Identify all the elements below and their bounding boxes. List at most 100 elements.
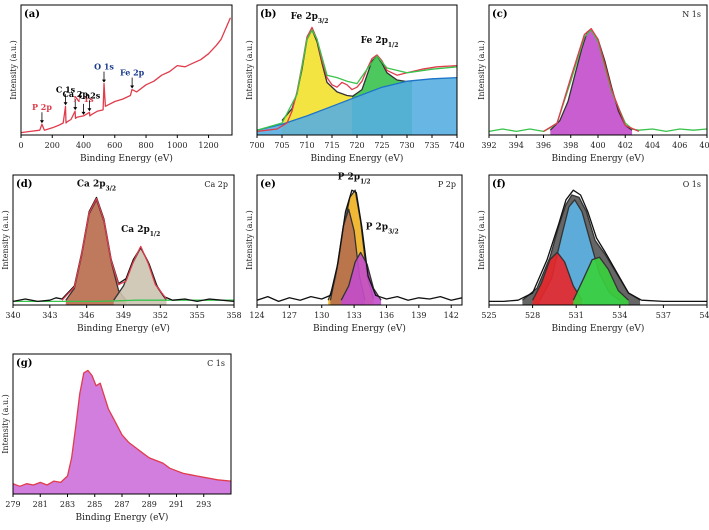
x-tick-label: 1000 — [167, 141, 187, 150]
plot-area — [489, 189, 707, 305]
panel-label: (a) — [24, 9, 40, 20]
x-tick-label: 705 — [274, 141, 289, 150]
panel-title: P 2p — [438, 180, 456, 189]
x-tick-label: 528 — [525, 311, 540, 320]
x-tick-label: 408 — [699, 141, 709, 150]
x-axis-label: Binding Energy (eV) — [552, 153, 645, 164]
peak-label: Ca 2p3/2 — [77, 180, 116, 193]
x-tick-label: 1200 — [198, 141, 218, 150]
x-tick-label: 142 — [444, 311, 459, 320]
x-tick-label: 396 — [536, 141, 551, 150]
peak-label: Ca 2p1/2 — [121, 225, 160, 238]
series-0-area — [550, 29, 633, 135]
x-tick-label: 394 — [509, 141, 524, 150]
series-3-area — [573, 257, 629, 305]
peak-arrow — [87, 108, 92, 112]
panel-title: O 1s — [683, 180, 701, 189]
x-tick-label: 715 — [324, 141, 339, 150]
x-tick-label: 124 — [249, 311, 264, 320]
x-tick-label: 406 — [672, 141, 687, 150]
y-axis-label: Intensity (a.u.) — [9, 40, 18, 100]
x-tick-label: 346 — [79, 311, 94, 320]
x-tick-label: 352 — [153, 311, 168, 320]
x-tick-label: 398 — [563, 141, 578, 150]
panel-g-c-1s: 279 281 283 285 287 289 291 293 Binding Energy (… — [1, 353, 232, 523]
x-tick-label: 287 — [114, 500, 129, 509]
x-tick-label: 404 — [645, 141, 660, 150]
x-tick-label: 710 — [299, 141, 314, 150]
x-tick-label: 600 — [107, 141, 122, 150]
peak-label: Fe 2p3/2 — [291, 12, 329, 25]
x-tick-label: 133 — [346, 311, 361, 320]
x-tick-label: 400 — [590, 141, 605, 150]
series-4-line — [257, 29, 457, 131]
x-tick-label: 355 — [190, 311, 205, 320]
x-tick-label: 136 — [379, 311, 394, 320]
x-axis-label: Binding Energy (eV) — [313, 323, 406, 334]
x-tick-label: 200 — [45, 141, 60, 150]
peak-arrow — [39, 120, 44, 124]
x-tick-label: 293 — [196, 500, 211, 509]
plot-frame — [488, 174, 708, 306]
series-4-line — [489, 189, 707, 303]
x-tick-label: 540 — [699, 311, 709, 320]
panel-title: C 1s — [207, 359, 225, 368]
x-axis-label: Binding Energy (eV) — [80, 153, 173, 164]
x-tick-label: 725 — [374, 141, 389, 150]
panel-d-ca-2p: 340 343 346 349 352 355 358 Binding Energy (eV)… — [1, 174, 242, 334]
x-tick-label: 281 — [33, 500, 48, 509]
series-2-line — [13, 299, 234, 303]
x-tick-label: 720 — [349, 141, 364, 150]
panel-label: (g) — [16, 358, 32, 369]
x-tick-label: 285 — [87, 500, 102, 509]
panel-label: (d) — [16, 179, 32, 190]
series-2-line — [257, 76, 457, 131]
series-1-area — [113, 247, 167, 305]
peak-label: P 2p1/2 — [338, 172, 371, 185]
panel-e-p-2p: 124 127 130 133 136 139 142 Binding Energy (eV)… — [245, 172, 463, 334]
x-tick-label: 735 — [424, 141, 439, 150]
x-tick-label: 531 — [569, 311, 584, 320]
series-2-area — [257, 77, 457, 135]
peak-arrow — [81, 111, 86, 115]
panel-title: Ca 2p — [204, 180, 228, 189]
x-tick-label: 283 — [60, 500, 75, 509]
y-axis-label: Intensity (a.u.) — [245, 40, 254, 100]
x-tick-label: 730 — [399, 141, 414, 150]
series-0-line — [13, 369, 231, 487]
peak-label: Fe 2p — [120, 68, 145, 78]
series-2-area — [341, 252, 382, 305]
panel-a-survey: 0 200 400 600 800 1000 1200 Binding Energy (eV)… — [9, 4, 233, 164]
x-tick-label: 534 — [612, 311, 627, 320]
y-axis-label: Intensity (a.u.) — [477, 40, 486, 100]
series-1-line — [489, 29, 707, 133]
plot-area — [489, 27, 707, 135]
x-tick-label: 358 — [226, 311, 241, 320]
peak-label: Ca 2p — [62, 89, 88, 99]
x-tick-label: 291 — [169, 500, 184, 509]
x-tick-label: 127 — [282, 311, 297, 320]
x-axis-label: Binding Energy (eV) — [76, 512, 169, 523]
peak-label: P 2p3/2 — [366, 223, 399, 236]
plot-area — [13, 369, 231, 494]
x-tick-label: 130 — [314, 311, 329, 320]
x-axis-label: Binding Energy (eV) — [311, 153, 404, 164]
plot-area — [257, 189, 462, 305]
panel-title: N 1s — [682, 10, 701, 19]
x-tick-label: 139 — [411, 311, 426, 320]
peak-label: Ca2s — [79, 90, 101, 100]
x-tick-label: 349 — [116, 311, 131, 320]
x-tick-label: 525 — [481, 311, 496, 320]
x-tick-label: 392 — [481, 141, 496, 150]
peak-label: O 1s — [94, 62, 114, 72]
x-tick-label: 402 — [618, 141, 633, 150]
plot-area — [257, 26, 457, 135]
series-2-line — [532, 251, 583, 301]
peak-label: C 1s — [56, 84, 76, 94]
panel-label: (f) — [492, 179, 506, 190]
series-0-line — [21, 17, 231, 134]
x-tick-label: 343 — [42, 311, 57, 320]
x-axis-label: Binding Energy (eV) — [552, 323, 645, 334]
panel-b-fe-2p: 700 705 710 715 720 725 730 735 740 Binding Energ… — [245, 4, 465, 164]
